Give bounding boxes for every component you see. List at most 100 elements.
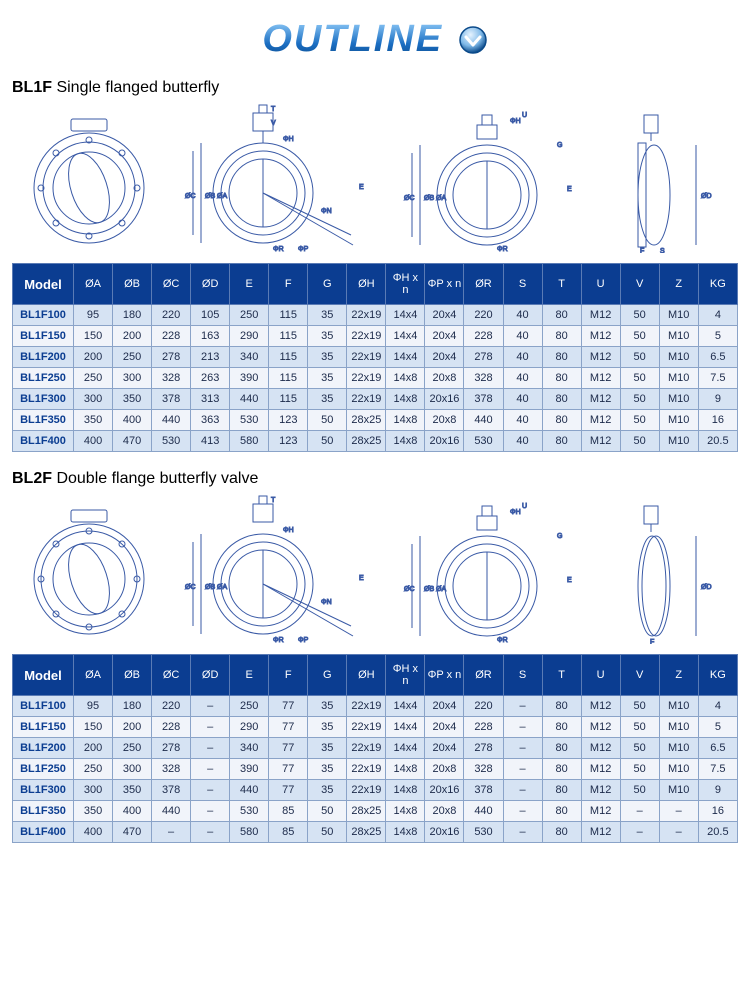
table-cell: – <box>191 822 230 843</box>
table-cell: M10 <box>659 696 698 717</box>
table-cell: 200 <box>113 326 152 347</box>
table-cell: 328 <box>464 759 503 780</box>
svg-text:ØD: ØD <box>701 193 712 200</box>
table-cell: 378 <box>152 780 191 801</box>
table-row: BL1F4004004705304135801235028x2514x820x1… <box>13 431 738 452</box>
table-cell: 77 <box>269 717 308 738</box>
table-cell: M12 <box>581 780 620 801</box>
table-cell: 14x4 <box>386 696 425 717</box>
svg-text:ØD: ØD <box>701 584 712 591</box>
diagram-bl2f-side-icon: ØD F <box>606 494 726 644</box>
svg-text:ØC: ØC <box>404 195 415 202</box>
table-cell: 278 <box>464 738 503 759</box>
table-cell: 14x4 <box>386 326 425 347</box>
table-header-cell: V <box>620 264 659 305</box>
table-header-cell: F <box>269 264 308 305</box>
table-cell: 80 <box>542 801 581 822</box>
table-cell: BL1F200 <box>13 347 74 368</box>
table-cell: 400 <box>74 822 113 843</box>
table-header-cell: ΦH x n <box>386 264 425 305</box>
diagram-bl1f-front-icon: ØC ØB ØA T V ΦH ΦN ΦP ΦR E <box>183 103 373 253</box>
table-cell: 400 <box>74 431 113 452</box>
section1-table: ModelØAØBØCØDEFGØHΦH x nΦP x nØRSTUVZKG … <box>12 263 738 452</box>
table-cell: 530 <box>464 822 503 843</box>
table-cell: 200 <box>74 347 113 368</box>
section2-table: ModelØAØBØCØDEFGØHΦH x nΦP x nØRSTUVZKG … <box>12 654 738 843</box>
table-cell: BL1F400 <box>13 822 74 843</box>
table-cell: 180 <box>113 305 152 326</box>
table-cell: 440 <box>152 410 191 431</box>
table-cell: M10 <box>659 410 698 431</box>
table-cell: M10 <box>659 717 698 738</box>
table-cell: 363 <box>191 410 230 431</box>
table-row: BL1F300300350378–440773522x1914x820x1637… <box>13 780 738 801</box>
table-cell: 35 <box>308 696 347 717</box>
table-header-cell: ØB <box>113 264 152 305</box>
table-cell: 340 <box>230 347 269 368</box>
table-cell: 220 <box>464 305 503 326</box>
svg-text:E: E <box>567 577 572 584</box>
table-cell: 250 <box>74 368 113 389</box>
svg-text:G: G <box>557 142 562 149</box>
table-cell: 22x19 <box>347 326 386 347</box>
table-cell: – <box>503 801 542 822</box>
svg-text:ØA: ØA <box>436 586 446 593</box>
table-cell: 22x19 <box>347 717 386 738</box>
table-cell: 440 <box>152 801 191 822</box>
table-cell: 28x25 <box>347 410 386 431</box>
table-cell: 50 <box>620 738 659 759</box>
table-cell: 400 <box>113 410 152 431</box>
table-header-cell: ØC <box>152 655 191 696</box>
table-header-cell: Model <box>13 655 74 696</box>
table-cell: 20x16 <box>425 389 464 410</box>
table-cell: 20x8 <box>425 759 464 780</box>
table-cell: 14x8 <box>386 759 425 780</box>
table-row: BL1F350350400440–530855028x2514x820x8440… <box>13 801 738 822</box>
section1-thead: ModelØAØBØCØDEFGØHΦH x nΦP x nØRSTUVZKG <box>13 264 738 305</box>
table-cell: 22x19 <box>347 759 386 780</box>
table-cell: 213 <box>191 347 230 368</box>
table-cell: 530 <box>230 410 269 431</box>
table-cell: 328 <box>152 368 191 389</box>
table-cell: – <box>191 717 230 738</box>
table-header-cell: G <box>308 655 347 696</box>
table-cell: 40 <box>503 368 542 389</box>
table-header-cell: E <box>230 264 269 305</box>
table-cell: 16 <box>698 801 737 822</box>
table-cell: M10 <box>659 305 698 326</box>
table-cell: 20x16 <box>425 822 464 843</box>
table-cell: 20x4 <box>425 347 464 368</box>
table-cell: 228 <box>464 717 503 738</box>
table-header-cell: ØC <box>152 264 191 305</box>
table-cell: 22x19 <box>347 738 386 759</box>
table-cell: 80 <box>542 780 581 801</box>
diagram-bl2f-front-icon: ØC ØB ØA T ΦH ΦN ΦP ΦR E <box>183 494 373 644</box>
table-cell: M12 <box>581 326 620 347</box>
section2-prefix: BL2F <box>12 470 52 487</box>
table-cell: 328 <box>152 759 191 780</box>
table-row: BL1F2002002502782133401153522x1914x420x4… <box>13 347 738 368</box>
table-cell: – <box>191 738 230 759</box>
table-cell: – <box>191 801 230 822</box>
table-cell: 115 <box>269 326 308 347</box>
table-cell: 40 <box>503 410 542 431</box>
section2-diagrams: ØC ØB ØA T ΦH ΦN ΦP ΦR E ØC ØB ØA ΦH <box>12 494 738 644</box>
section1-label: Single flanged butterfly <box>56 79 219 96</box>
section1-tbody: BL1F100951802201052501153522x1914x420x42… <box>13 305 738 452</box>
table-cell: BL1F100 <box>13 305 74 326</box>
svg-text:E: E <box>359 184 364 191</box>
diagram-bl1f-side-icon: ØD F S <box>606 103 726 253</box>
table-cell: – <box>659 822 698 843</box>
table-header-cell: V <box>620 655 659 696</box>
table-cell: 35 <box>308 368 347 389</box>
table-row: BL1F10095180220–250773522x1914x420x4220–… <box>13 696 738 717</box>
table-cell: 250 <box>230 305 269 326</box>
table-cell: BL1F250 <box>13 759 74 780</box>
table-cell: 300 <box>74 389 113 410</box>
table-cell: 50 <box>620 326 659 347</box>
svg-text:ØA: ØA <box>217 193 227 200</box>
table-cell: 22x19 <box>347 368 386 389</box>
svg-text:ΦH: ΦH <box>510 509 521 516</box>
table-cell: 228 <box>152 326 191 347</box>
table-cell: 440 <box>464 410 503 431</box>
